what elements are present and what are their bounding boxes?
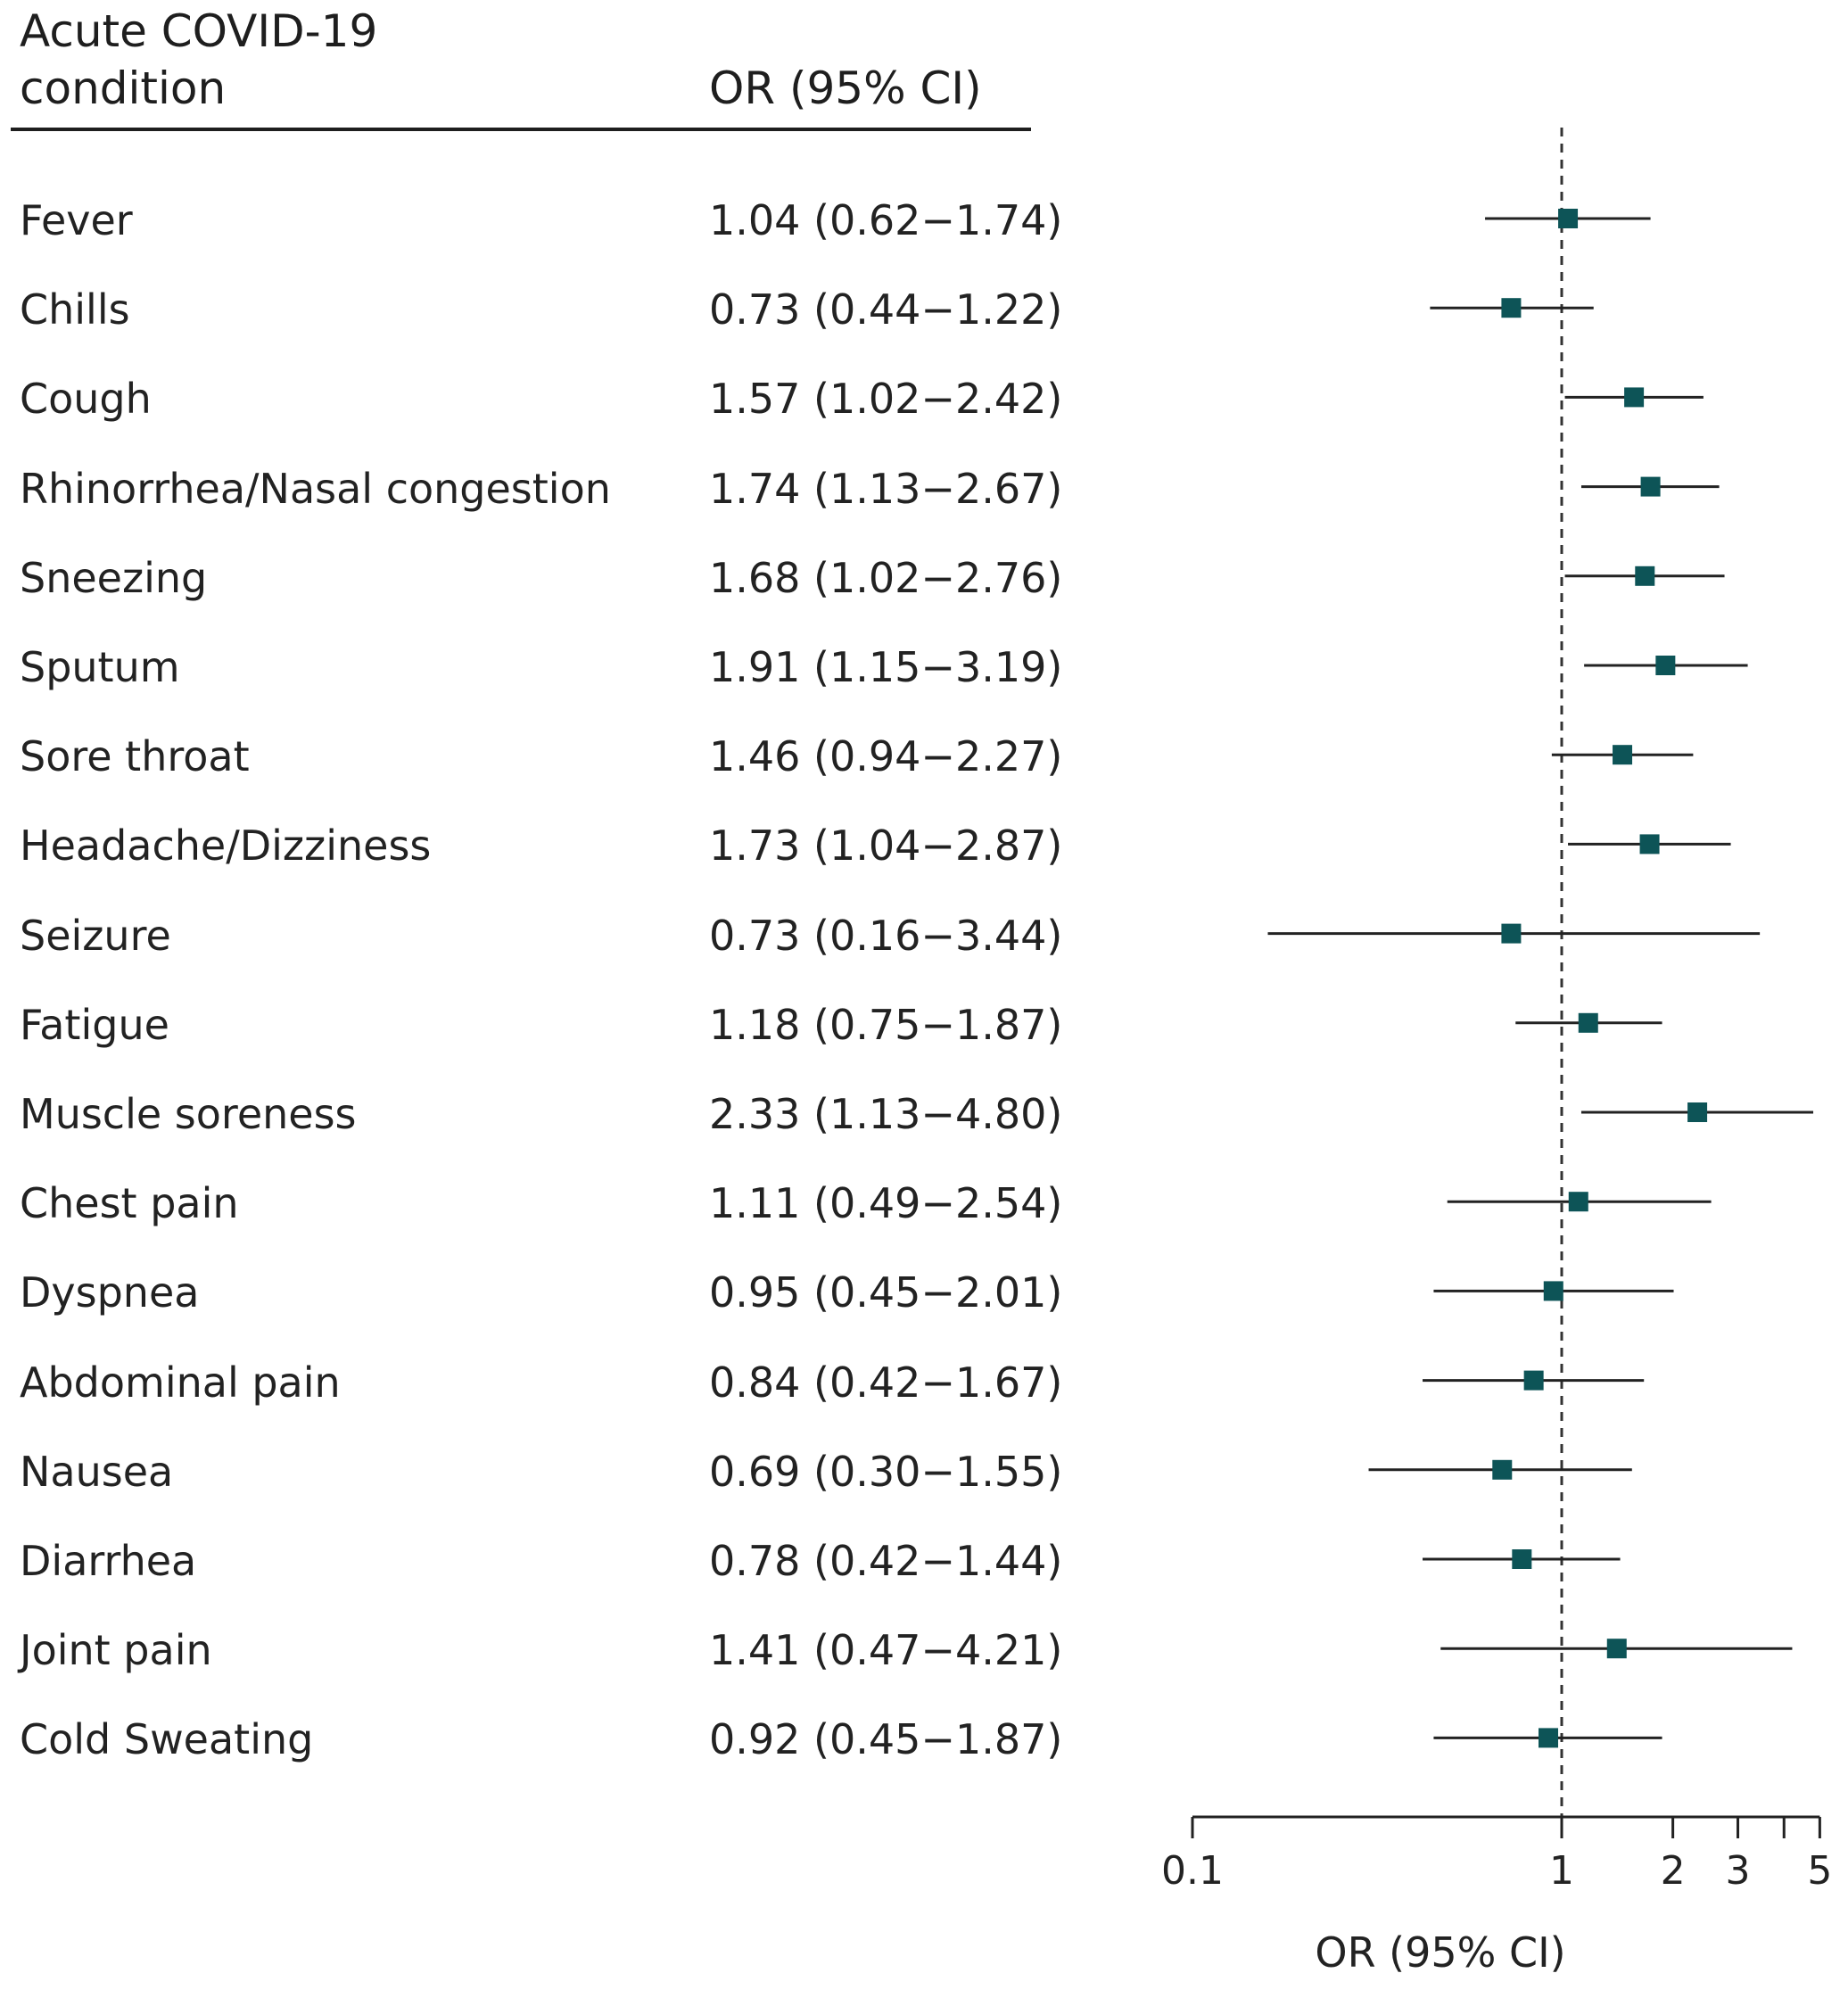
- point-marker: [1501, 923, 1522, 944]
- row-label: Headache/Dizziness: [20, 821, 432, 871]
- x-tick-label: 2: [1661, 1848, 1686, 1894]
- row-label: Nausea: [20, 1447, 174, 1496]
- point-marker: [1655, 656, 1676, 675]
- point-marker: [1640, 476, 1661, 497]
- point-marker: [1539, 1728, 1559, 1748]
- point-marker: [1558, 209, 1579, 228]
- point-marker: [1512, 1549, 1532, 1569]
- row-or-ci: 0.95 (0.45−2.01): [709, 1268, 1063, 1317]
- x-tick-label: 5: [1807, 1848, 1832, 1894]
- row-label: Chills: [20, 285, 130, 334]
- row-or-ci: 2.33 (1.13−4.80): [709, 1090, 1063, 1138]
- point-marker: [1606, 1639, 1627, 1659]
- point-marker: [1639, 834, 1660, 855]
- row-or-ci: 0.73 (0.44−1.22): [709, 285, 1063, 334]
- row-label: Dyspnea: [20, 1268, 200, 1317]
- x-axis-title: OR (95% CI): [1315, 1928, 1566, 1977]
- row-label: Seizure: [20, 911, 171, 960]
- row-label: Muscle soreness: [20, 1090, 357, 1138]
- row-or-ci: 0.92 (0.45−1.87): [709, 1715, 1063, 1764]
- row-label: Sneezing: [20, 553, 208, 602]
- row-label: Diarrhea: [20, 1537, 197, 1585]
- row-or-ci: 1.11 (0.49−2.54): [709, 1179, 1063, 1228]
- row-label: Fatigue: [20, 1000, 169, 1049]
- row-or-ci: 1.18 (0.75−1.87): [709, 1000, 1063, 1049]
- point-marker: [1613, 745, 1633, 765]
- header-divider: [11, 128, 1031, 131]
- row-or-ci: 1.68 (1.02−2.76): [709, 553, 1063, 602]
- row-or-ci: 0.84 (0.42−1.67): [709, 1358, 1063, 1407]
- row-or-ci: 0.78 (0.42−1.44): [709, 1537, 1063, 1585]
- x-tick-label: 1: [1549, 1848, 1574, 1894]
- x-tick-label: 3: [1726, 1848, 1751, 1894]
- point-marker: [1492, 1459, 1513, 1480]
- row-label: Rhinorrhea/Nasal congestion: [20, 464, 611, 513]
- header-condition-line1: Acute COVID-19: [20, 5, 378, 57]
- row-or-ci: 0.73 (0.16−3.44): [709, 911, 1063, 960]
- point-marker: [1568, 1192, 1588, 1212]
- row-label: Cold Sweating: [20, 1715, 314, 1764]
- row-or-ci: 1.04 (0.62−1.74): [709, 196, 1063, 244]
- point-marker: [1501, 298, 1522, 318]
- point-marker: [1687, 1102, 1708, 1122]
- point-marker: [1523, 1370, 1544, 1391]
- row-label: Sputum: [20, 643, 180, 691]
- point-marker: [1624, 387, 1645, 408]
- row-or-ci: 1.91 (1.15−3.19): [709, 643, 1063, 691]
- row-or-ci: 1.73 (1.04−2.87): [709, 821, 1063, 871]
- row-or-ci: 1.46 (0.94−2.27): [709, 732, 1063, 781]
- row-or-ci: 1.57 (1.02−2.42): [709, 375, 1063, 424]
- row-label: Chest pain: [20, 1179, 239, 1228]
- row-label: Sore throat: [20, 732, 250, 781]
- row-or-ci: 1.74 (1.13−2.67): [709, 464, 1063, 513]
- row-or-ci: 1.41 (0.47−4.21): [709, 1626, 1063, 1675]
- row-or-ci: 0.69 (0.30−1.55): [709, 1447, 1063, 1496]
- header-condition-line2: condition: [20, 62, 227, 114]
- row-label: Abdominal pain: [20, 1358, 341, 1407]
- point-marker: [1578, 1012, 1598, 1033]
- header-or-label: OR (95% CI): [709, 62, 982, 114]
- x-tick-label: 0.1: [1161, 1848, 1224, 1894]
- row-label: Joint pain: [20, 1626, 212, 1675]
- row-label: Cough: [20, 375, 152, 424]
- point-marker: [1635, 566, 1655, 586]
- row-label: Fever: [20, 196, 133, 244]
- point-marker: [1543, 1281, 1563, 1301]
